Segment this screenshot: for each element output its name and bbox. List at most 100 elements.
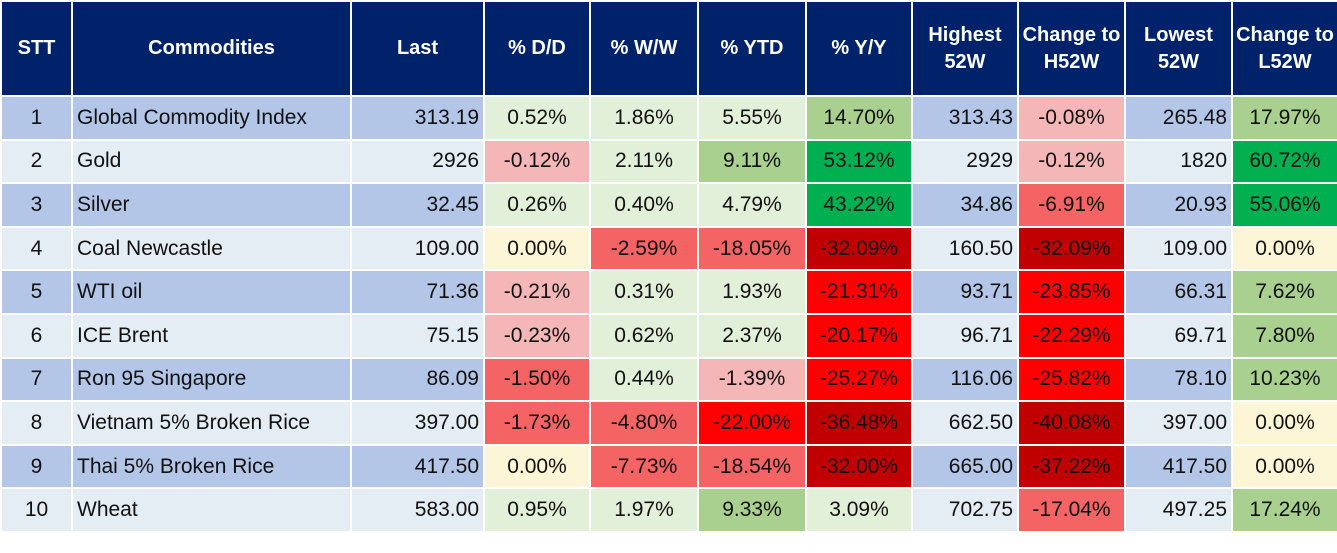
cell-highest-52w: 313.43 <box>911 95 1019 141</box>
cell-commodity: ICE Brent <box>71 312 352 359</box>
cell-stt: 7 <box>0 356 73 403</box>
cell-last: 32.45 <box>350 182 485 228</box>
cell-last: 86.09 <box>350 356 485 403</box>
cell-pct-dd: 0.52% <box>483 95 591 141</box>
cell-last: 109.00 <box>350 225 485 272</box>
cell-stt: 8 <box>0 400 73 446</box>
cell-lowest-52w: 497.25 <box>1124 487 1233 533</box>
cell-pct-dd: 0.95% <box>483 487 591 533</box>
table-header: STT Commodities Last % D/D % W/W % YTD %… <box>0 0 1337 97</box>
cell-change-l52w: 0.00% <box>1231 443 1337 490</box>
cell-pct-yy: 53.12% <box>805 138 913 185</box>
cell-lowest-52w: 417.50 <box>1124 443 1233 490</box>
cell-last: 2926 <box>350 138 485 185</box>
cell-pct-dd: -0.23% <box>483 312 591 359</box>
cell-highest-52w: 160.50 <box>911 225 1019 272</box>
cell-stt: 2 <box>0 138 73 185</box>
cell-highest-52w: 702.75 <box>911 487 1019 533</box>
cell-change-l52w: 10.23% <box>1231 356 1337 403</box>
cell-pct-ww: 0.40% <box>589 182 699 228</box>
table-row: 1 Global Commodity Index 313.19 0.52% 1.86% 5… <box>0 95 1337 141</box>
cell-pct-ytd: -18.54% <box>697 443 807 490</box>
cell-pct-yy: 14.70% <box>805 95 913 141</box>
cell-pct-ytd: 9.33% <box>697 487 807 533</box>
cell-commodity: WTI oil <box>71 269 352 315</box>
cell-pct-yy: -32.09% <box>805 225 913 272</box>
cell-pct-ww: 2.11% <box>589 138 699 185</box>
cell-highest-52w: 93.71 <box>911 269 1019 315</box>
cell-change-l52w: 55.06% <box>1231 182 1337 228</box>
table-body: 1 Global Commodity Index 313.19 0.52% 1.86% 5… <box>0 95 1337 533</box>
header-dd: % D/D <box>483 0 591 97</box>
cell-pct-dd: -1.50% <box>483 356 591 403</box>
cell-change-h52w: -6.91% <box>1017 182 1126 228</box>
cell-stt: 1 <box>0 95 73 141</box>
table-row: 2 Gold 2926 -0.12% 2.11% 9.11% 53.12% 2929 -0.12… <box>0 138 1337 185</box>
table-row: 9 Thai 5% Broken Rice 417.50 0.00% -7.73% -18… <box>0 443 1337 490</box>
cell-pct-ytd: 9.11% <box>697 138 807 185</box>
cell-commodity: Vietnam 5% Broken Rice <box>71 400 352 446</box>
cell-pct-yy: 43.22% <box>805 182 913 228</box>
cell-change-h52w: -0.08% <box>1017 95 1126 141</box>
table-row: 5 WTI oil 71.36 -0.21% 0.31% 1.93% -21.31% 93.7… <box>0 269 1337 315</box>
cell-lowest-52w: 69.71 <box>1124 312 1233 359</box>
table-row: 6 ICE Brent 75.15 -0.23% 0.62% 2.37% -20.17% 96… <box>0 312 1337 359</box>
cell-change-h52w: -0.12% <box>1017 138 1126 185</box>
header-change-to-h52w: Change to H52W <box>1017 0 1126 97</box>
cell-highest-52w: 662.50 <box>911 400 1019 446</box>
cell-pct-dd: 0.00% <box>483 225 591 272</box>
cell-pct-yy: -25.27% <box>805 356 913 403</box>
cell-commodity: Ron 95 Singapore <box>71 356 352 403</box>
header-lowest-52w: Lowest 52W <box>1124 0 1233 97</box>
cell-commodity: Gold <box>71 138 352 185</box>
cell-pct-ww: -2.59% <box>589 225 699 272</box>
cell-pct-yy: 3.09% <box>805 487 913 533</box>
cell-lowest-52w: 20.93 <box>1124 182 1233 228</box>
cell-last: 417.50 <box>350 443 485 490</box>
cell-highest-52w: 665.00 <box>911 443 1019 490</box>
cell-stt: 6 <box>0 312 73 359</box>
cell-highest-52w: 2929 <box>911 138 1019 185</box>
cell-last: 583.00 <box>350 487 485 533</box>
cell-commodity: Wheat <box>71 487 352 533</box>
cell-pct-ytd: 4.79% <box>697 182 807 228</box>
commodities-table: STT Commodities Last % D/D % W/W % YTD %… <box>0 0 1337 533</box>
cell-lowest-52w: 109.00 <box>1124 225 1233 272</box>
cell-lowest-52w: 78.10 <box>1124 356 1233 403</box>
header-change-to-l52w: Change to L52W <box>1231 0 1337 97</box>
header-yy: % Y/Y <box>805 0 913 97</box>
cell-pct-ww: 1.97% <box>589 487 699 533</box>
table-row: 7 Ron 95 Singapore 86.09 -1.50% 0.44% -1.39% -… <box>0 356 1337 403</box>
cell-pct-dd: -1.73% <box>483 400 591 446</box>
cell-change-h52w: -22.29% <box>1017 312 1126 359</box>
header-last: Last <box>350 0 485 97</box>
table-row: 3 Silver 32.45 0.26% 0.40% 4.79% 43.22% 34.86 -6… <box>0 182 1337 228</box>
cell-change-l52w: 0.00% <box>1231 400 1337 446</box>
cell-lowest-52w: 1820 <box>1124 138 1233 185</box>
header-ww: % W/W <box>589 0 699 97</box>
cell-last: 313.19 <box>350 95 485 141</box>
cell-change-h52w: -23.85% <box>1017 269 1126 315</box>
cell-change-h52w: -32.09% <box>1017 225 1126 272</box>
cell-pct-yy: -32.00% <box>805 443 913 490</box>
cell-commodity: Thai 5% Broken Rice <box>71 443 352 490</box>
cell-change-l52w: 17.24% <box>1231 487 1337 533</box>
cell-pct-ytd: -1.39% <box>697 356 807 403</box>
cell-lowest-52w: 66.31 <box>1124 269 1233 315</box>
cell-commodity: Coal Newcastle <box>71 225 352 272</box>
cell-pct-dd: 0.26% <box>483 182 591 228</box>
header-highest-52w: Highest 52W <box>911 0 1019 97</box>
table-row: 4 Coal Newcastle 109.00 0.00% -2.59% -18.05% -… <box>0 225 1337 272</box>
cell-change-l52w: 0.00% <box>1231 225 1337 272</box>
cell-highest-52w: 116.06 <box>911 356 1019 403</box>
cell-lowest-52w: 265.48 <box>1124 95 1233 141</box>
cell-pct-ww: 1.86% <box>589 95 699 141</box>
cell-change-h52w: -37.22% <box>1017 443 1126 490</box>
cell-stt: 3 <box>0 182 73 228</box>
cell-pct-ytd: 1.93% <box>697 269 807 315</box>
table-row: 10 Wheat 583.00 0.95% 1.97% 9.33% 3.09% 702.75-… <box>0 487 1337 533</box>
cell-commodity: Silver <box>71 182 352 228</box>
cell-pct-dd: 0.00% <box>483 443 591 490</box>
cell-stt: 9 <box>0 443 73 490</box>
table-row: 8 Vietnam 5% Broken Rice 397.00 -1.73% -4.80… <box>0 400 1337 446</box>
